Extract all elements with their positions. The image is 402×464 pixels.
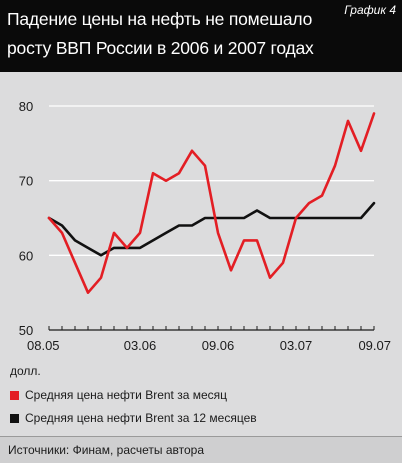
grid-lines bbox=[49, 105, 374, 256]
legend-label-annual: Средняя цена нефти Brent за 12 месяцев bbox=[25, 411, 257, 425]
legend-swatch-red bbox=[10, 390, 19, 400]
legend-label-monthly: Средняя цена нефти Brent за месяц bbox=[25, 388, 228, 402]
y-tick-label: 70 bbox=[19, 174, 33, 189]
x-tick-label: 09.07 bbox=[358, 338, 391, 353]
series-lines bbox=[47, 112, 376, 294]
x-axis: 08.05 03.06 09.06 03.07 09.07 bbox=[27, 326, 391, 353]
chart-title: Падение цены на нефть не помешало росту … bbox=[7, 9, 314, 58]
legend-swatch-black bbox=[10, 413, 19, 423]
legend-item-monthly: Средняя цена нефти Brent за месяц bbox=[10, 388, 227, 402]
y-unit-label: долл. bbox=[10, 364, 41, 378]
title-band: Падение цены на нефть не помешало росту … bbox=[0, 0, 402, 72]
x-tick-label: 08.05 bbox=[27, 338, 60, 353]
series-line-monthly bbox=[47, 112, 376, 294]
y-tick-label: 60 bbox=[19, 248, 33, 263]
plot-area: 50 60 70 80 08.05 03.06 09.06 03.07 09.07 bbox=[19, 99, 391, 353]
series-line-annual bbox=[47, 201, 376, 257]
y-axis-ticks: 50 60 70 80 bbox=[19, 99, 33, 338]
x-tick-label: 03.07 bbox=[280, 338, 313, 353]
y-tick-label: 80 bbox=[19, 99, 33, 114]
source-note: Источники: Финам, расчеты автора bbox=[0, 436, 402, 463]
figure-tag: График 4 bbox=[344, 3, 396, 17]
legend-item-annual: Средняя цена нефти Brent за 12 месяцев bbox=[10, 411, 257, 425]
x-tick-label: 03.06 bbox=[124, 338, 157, 353]
y-tick-label: 50 bbox=[19, 323, 33, 338]
x-tick-label: 09.06 bbox=[202, 338, 235, 353]
